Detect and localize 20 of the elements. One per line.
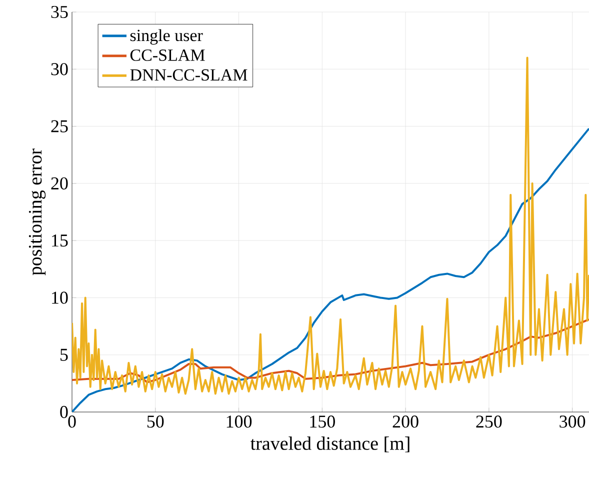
x-tick-label: 0: [68, 416, 76, 428]
y-tick-label: 30: [51, 63, 68, 76]
legend-label: DNN-CC-SLAM: [130, 69, 248, 81]
y-tick-label: 5: [60, 348, 68, 361]
y-tick-label: 10: [52, 292, 68, 304]
y-tick-label: 20: [51, 177, 68, 190]
x-tick-label: 150: [310, 416, 335, 428]
x-tick-label: 200: [392, 416, 418, 428]
x-tick-label: 50: [147, 416, 164, 428]
x-tick-label: 100: [226, 416, 252, 428]
y-axis-title: positioning error: [28, 148, 46, 276]
x-tick-label: 300: [560, 416, 586, 428]
y-tick-label: 15: [52, 234, 68, 247]
legend-label: CC-SLAM: [130, 49, 205, 61]
y-tick-label: 25: [51, 120, 68, 132]
y-tick-label: 0: [60, 406, 68, 418]
x-tick-label: 250: [476, 416, 502, 428]
y-tick-label: 35: [51, 6, 68, 18]
legend-label: single user: [130, 29, 203, 45]
x-axis-title: traveled distance [m]: [250, 436, 410, 452]
